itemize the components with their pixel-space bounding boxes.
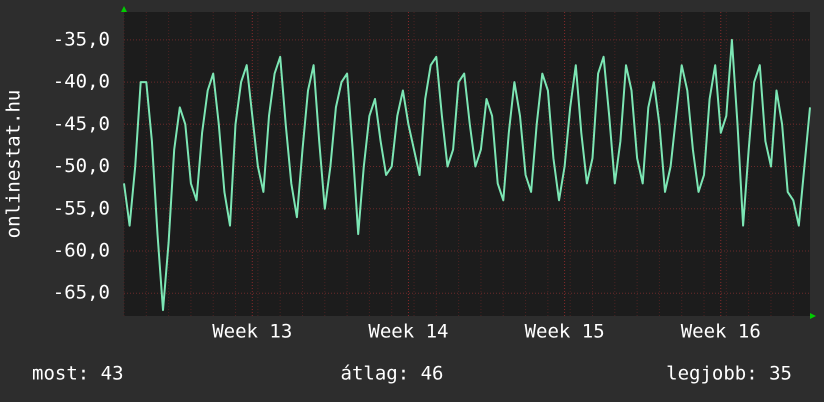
y-axis-label: onlinestat.hu: [3, 90, 25, 239]
y-tick-label: -45,0: [53, 113, 110, 135]
y-tick-label: -55,0: [53, 197, 110, 219]
axis-arrow: [121, 6, 127, 12]
x-tick-label: Week 16: [681, 321, 761, 343]
y-tick-label: -35,0: [53, 28, 110, 50]
x-tick-label: Week 15: [525, 321, 605, 343]
plot-area: [124, 12, 810, 316]
y-tick-label: -50,0: [53, 155, 110, 177]
x-tick-label: Week 14: [368, 321, 448, 343]
y-tick-label: -40,0: [53, 71, 110, 93]
footer-text: átlag: 46: [341, 363, 444, 385]
data-line: [123, 38, 811, 312]
y-tick-label: -60,0: [53, 239, 110, 261]
footer-text: most: 43: [32, 363, 124, 385]
axis-arrow: [810, 313, 816, 319]
footer-text: legjobb: 35: [666, 363, 792, 385]
x-tick-label: Week 13: [212, 321, 292, 343]
y-tick-label: -65,0: [53, 282, 110, 304]
